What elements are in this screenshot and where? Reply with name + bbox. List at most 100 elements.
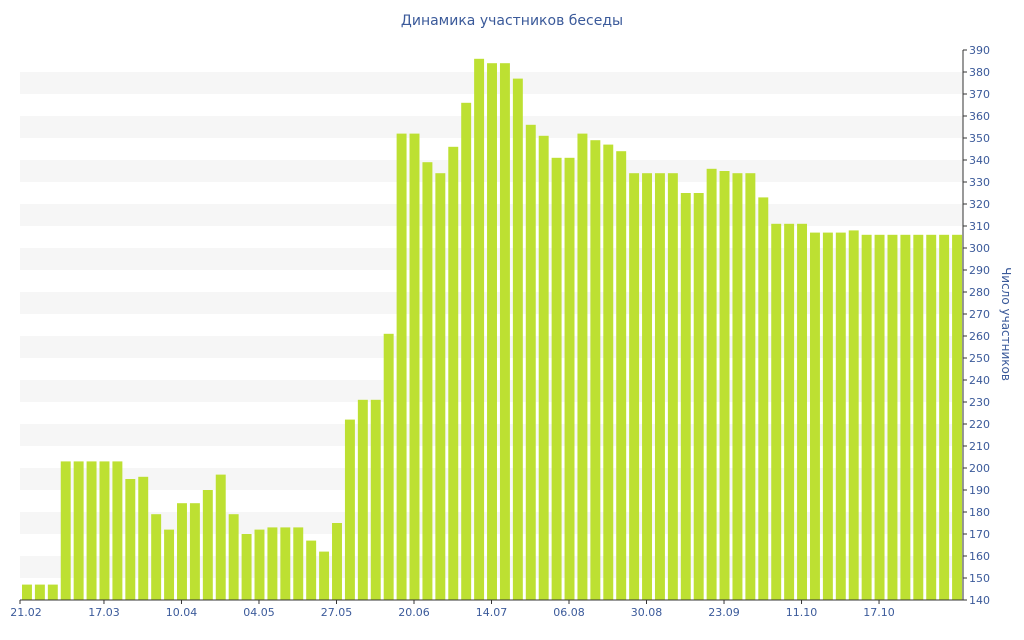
y-tick-label: 230 <box>969 396 990 409</box>
y-tick-label: 200 <box>969 462 990 475</box>
bar <box>125 479 136 600</box>
bar <box>73 461 84 600</box>
bar <box>719 171 730 600</box>
bar <box>344 419 355 600</box>
bar <box>332 523 342 600</box>
x-tick-label: 30.08 <box>631 606 663 619</box>
bar <box>280 527 291 600</box>
y-tick-label: 240 <box>969 374 990 387</box>
bar <box>422 162 433 600</box>
bar <box>797 223 808 601</box>
chart-title: Динамика участников беседы <box>400 13 624 29</box>
bar <box>758 197 769 600</box>
y-tick-label: 180 <box>969 506 990 519</box>
bar <box>448 146 459 601</box>
y-tick-label: 390 <box>969 44 990 57</box>
bar <box>487 63 497 600</box>
bar <box>435 173 446 600</box>
x-tick-label: 10.04 <box>166 606 198 619</box>
y-tick-label: 190 <box>969 484 990 497</box>
bar <box>164 529 175 600</box>
bar <box>22 584 32 600</box>
bar <box>396 133 407 600</box>
x-tick-label: 04.05 <box>243 606 275 619</box>
x-tick-label: 17.10 <box>863 606 895 619</box>
bar <box>564 157 575 601</box>
bar <box>848 230 859 600</box>
bar <box>474 58 485 601</box>
bar <box>512 78 523 601</box>
y-tick-label: 260 <box>969 330 990 343</box>
bar <box>267 527 278 600</box>
x-tick-label: 21.02 <box>10 606 42 619</box>
x-tick-label: 23.09 <box>708 606 740 619</box>
bar <box>590 140 601 600</box>
bar <box>112 461 123 600</box>
bar <box>319 551 330 600</box>
bars <box>22 58 963 601</box>
y-tick-label: 220 <box>969 418 990 431</box>
bar <box>551 157 562 601</box>
bar <box>215 474 226 600</box>
bar <box>784 223 795 601</box>
bar <box>383 333 394 600</box>
bar <box>306 540 317 600</box>
y-axis-title: Число участников <box>999 267 1013 381</box>
bar <box>874 234 885 601</box>
bar <box>667 173 678 600</box>
y-tick-label: 290 <box>969 264 990 277</box>
bar <box>629 173 640 600</box>
y-tick-label: 280 <box>969 286 990 299</box>
bar <box>60 461 71 600</box>
x-tick-label: 11.10 <box>786 606 818 619</box>
bar <box>138 476 149 600</box>
bar <box>654 173 665 600</box>
y-tick-label: 250 <box>969 352 990 365</box>
axes <box>19 49 967 604</box>
bar <box>745 173 756 600</box>
bar <box>706 168 717 601</box>
x-tick-label: 06.08 <box>553 606 585 619</box>
bar <box>189 503 200 600</box>
y-tick-label: 320 <box>969 198 990 211</box>
y-tick-label: 210 <box>969 440 990 453</box>
bar <box>835 232 846 600</box>
bar <box>202 490 213 600</box>
x-tick-labels: 21.02 17.03 10.04 04.05 27.05 20.06 14.07 06.08… <box>10 606 895 619</box>
y-tick-label: 310 <box>969 220 990 233</box>
y-tick-label: 380 <box>969 66 990 79</box>
y-tick-label: 330 <box>969 176 990 189</box>
bar <box>228 514 239 600</box>
y-tick-label: 350 <box>969 132 990 145</box>
bar <box>241 534 252 600</box>
bar <box>642 173 653 600</box>
y-tick-label: 140 <box>969 594 990 607</box>
bar <box>926 234 937 601</box>
bar <box>952 234 963 601</box>
bar <box>461 102 472 601</box>
bar <box>293 527 304 600</box>
bar <box>409 133 420 600</box>
bar <box>577 133 588 600</box>
y-tick-labels: 140 150 160 170 180 190 200 210 220 230 240 250 260 2… <box>969 44 990 607</box>
bar <box>900 234 911 601</box>
bar <box>913 234 924 601</box>
bar <box>86 461 97 600</box>
bar <box>370 399 381 600</box>
bar <box>693 193 704 600</box>
bar <box>861 234 872 601</box>
bar <box>939 234 950 601</box>
x-tick-label: 20.06 <box>398 606 430 619</box>
y-tick-label: 270 <box>969 308 990 321</box>
bar <box>34 584 45 600</box>
bar <box>177 503 187 600</box>
bar <box>99 461 110 600</box>
bar <box>151 514 162 600</box>
x-tick-label: 14.07 <box>476 606 508 619</box>
y-tick-label: 160 <box>969 550 990 563</box>
bar <box>616 151 627 600</box>
y-tick-label: 150 <box>969 572 990 585</box>
bar <box>732 173 743 600</box>
bar <box>822 232 833 600</box>
